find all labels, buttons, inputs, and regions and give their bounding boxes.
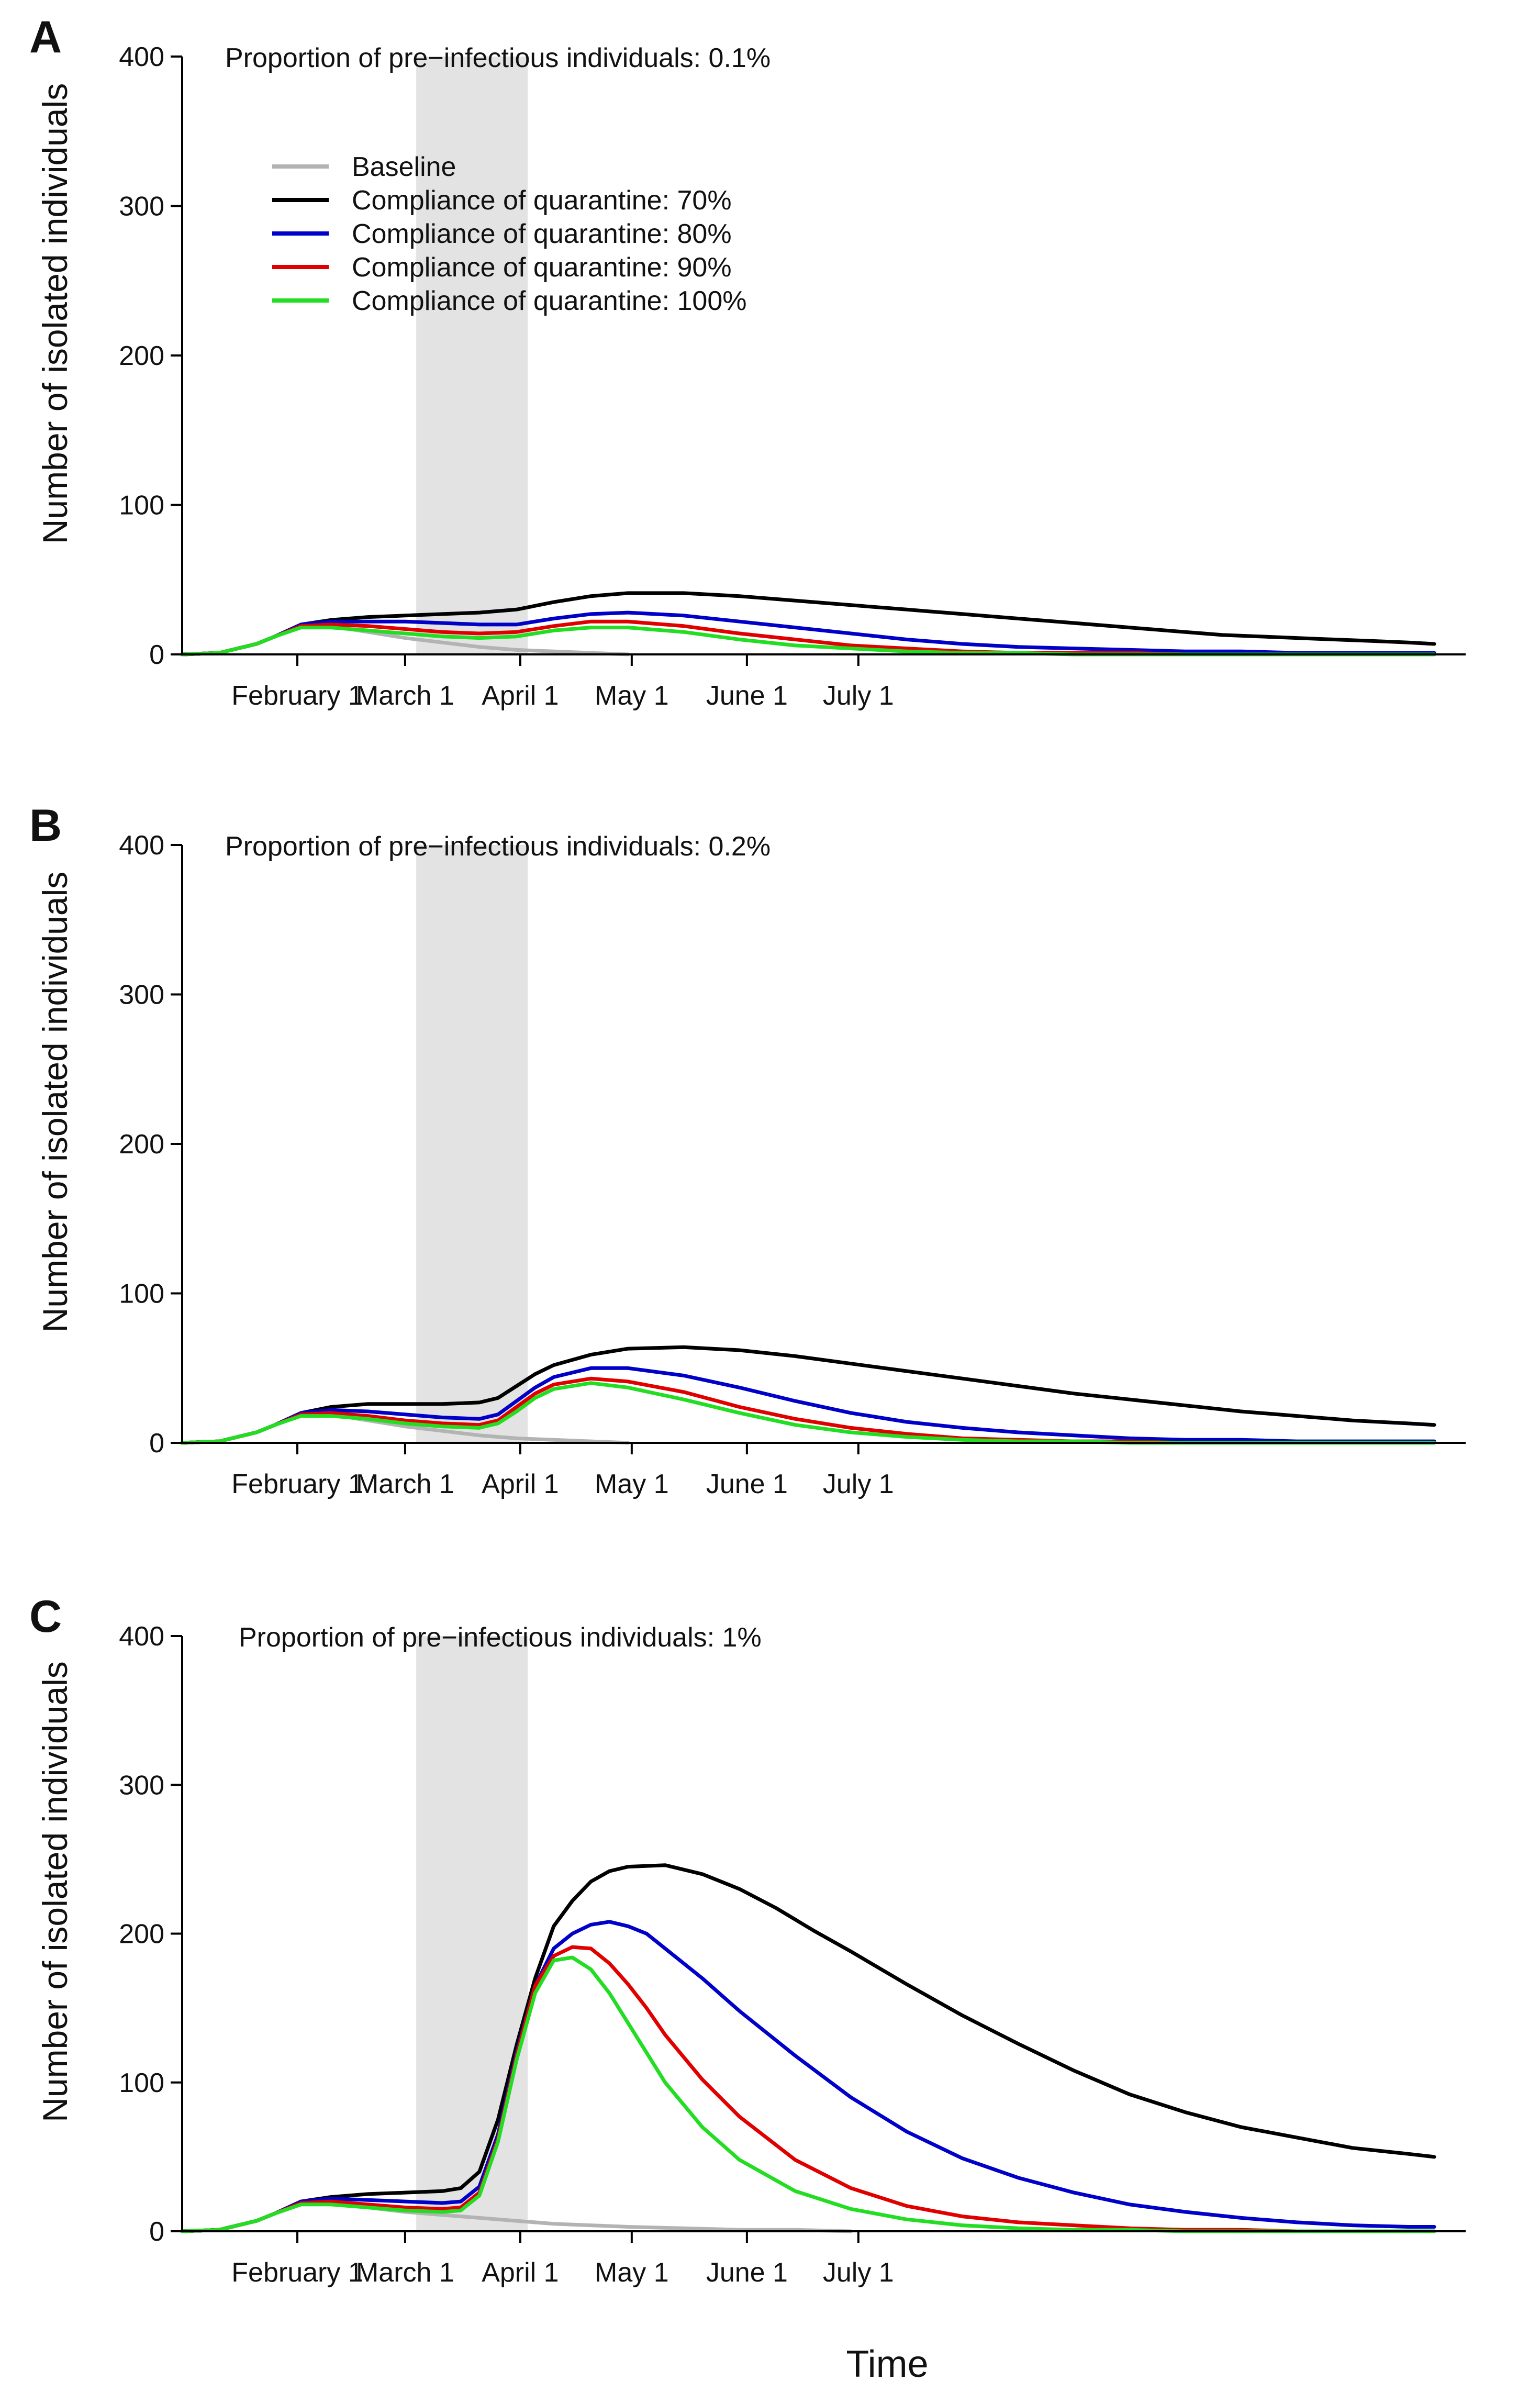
series-line-3 bbox=[180, 619, 1436, 657]
y-tick-label: 100 bbox=[119, 491, 164, 521]
y-tick-label: 100 bbox=[119, 2068, 164, 2098]
legend-label: Compliance of quarantine: 90% bbox=[352, 252, 732, 283]
y-tick-label: 300 bbox=[119, 192, 164, 222]
x-axis-title: Time bbox=[846, 2343, 928, 2385]
y-tick-label: 300 bbox=[119, 1770, 164, 1800]
panel-label: A bbox=[29, 12, 62, 62]
x-tick-label: March 1 bbox=[356, 2257, 454, 2288]
x-tick-label: February 1 bbox=[231, 681, 363, 711]
series-line-4 bbox=[180, 1955, 1436, 2233]
y-tick-label: 100 bbox=[119, 1279, 164, 1309]
series-line-2 bbox=[180, 1920, 1436, 2233]
y-tick-label: 0 bbox=[149, 2217, 164, 2247]
x-tick-label: July 1 bbox=[823, 1469, 894, 1499]
series-line-2 bbox=[180, 610, 1436, 657]
y-axis-label: Number of isolated individuals bbox=[36, 872, 74, 1332]
series-line-1 bbox=[180, 591, 1436, 657]
y-axis-label: Number of isolated individuals bbox=[36, 1661, 74, 2122]
x-tick-label: April 1 bbox=[482, 2257, 559, 2288]
series-line-2 bbox=[180, 1366, 1436, 1445]
panel-label: C bbox=[29, 1592, 62, 1642]
y-tick-label: 400 bbox=[119, 830, 164, 861]
x-tick-label: April 1 bbox=[482, 1469, 559, 1499]
y-tick-label: 300 bbox=[119, 980, 164, 1010]
y-axis-label: Number of isolated individuals bbox=[36, 83, 74, 544]
y-tick-label: 200 bbox=[119, 1129, 164, 1160]
series-line-1 bbox=[180, 1863, 1436, 2233]
shaded-period bbox=[416, 1636, 528, 2231]
x-tick-label: February 1 bbox=[231, 2257, 363, 2288]
series-line-0 bbox=[180, 1411, 630, 1445]
x-tick-label: July 1 bbox=[823, 2257, 894, 2288]
x-tick-label: May 1 bbox=[595, 2257, 669, 2288]
panel-annotation: Proportion of pre−infectious individuals… bbox=[225, 831, 771, 862]
x-tick-label: March 1 bbox=[356, 681, 454, 711]
series-line-1 bbox=[180, 1345, 1436, 1445]
x-tick-label: June 1 bbox=[706, 1469, 788, 1499]
shaded-period bbox=[416, 57, 528, 654]
y-tick-label: 0 bbox=[149, 640, 164, 670]
x-tick-label: February 1 bbox=[231, 1469, 363, 1499]
legend-label: Compliance of quarantine: 100% bbox=[352, 286, 746, 316]
x-tick-label: March 1 bbox=[356, 1469, 454, 1499]
legend-label: Compliance of quarantine: 70% bbox=[352, 185, 732, 216]
x-tick-label: May 1 bbox=[595, 681, 669, 711]
y-tick-label: 200 bbox=[119, 341, 164, 371]
panel-annotation: Proportion of pre−infectious individuals… bbox=[239, 1622, 762, 1653]
series-line-3 bbox=[180, 1945, 1436, 2233]
legend-label: Baseline bbox=[352, 152, 456, 182]
y-tick-label: 400 bbox=[119, 1621, 164, 1652]
y-tick-label: 0 bbox=[149, 1428, 164, 1459]
panel-annotation: Proportion of pre−infectious individuals… bbox=[225, 43, 771, 73]
y-tick-label: 200 bbox=[119, 1919, 164, 1950]
x-tick-label: April 1 bbox=[482, 681, 559, 711]
x-tick-label: May 1 bbox=[595, 1469, 669, 1499]
y-tick-label: 400 bbox=[119, 42, 164, 72]
shaded-period bbox=[416, 845, 528, 1443]
x-tick-label: June 1 bbox=[706, 2257, 788, 2288]
panel-label: B bbox=[29, 800, 62, 851]
x-tick-label: June 1 bbox=[706, 681, 788, 711]
legend-label: Compliance of quarantine: 80% bbox=[352, 219, 732, 249]
x-tick-label: July 1 bbox=[823, 681, 894, 711]
